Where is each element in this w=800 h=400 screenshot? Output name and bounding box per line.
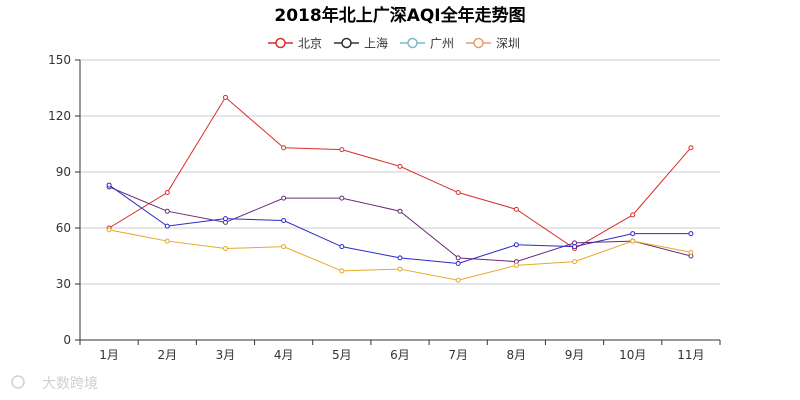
watermark: 大数跨境 [11, 375, 98, 392]
legend-marker-icon [473, 37, 484, 49]
series-line [108, 186, 692, 263]
legend-label: 广州 [430, 37, 454, 51]
x-tick-label: 11月 [677, 348, 704, 362]
y-tick-label: 30 [56, 277, 71, 291]
data-point[interactable] [339, 244, 345, 250]
data-point[interactable] [339, 147, 345, 153]
series-line [108, 229, 692, 281]
chart-title: 2018年北上广深AQI全年走势图 [274, 5, 525, 26]
legend-label: 深圳 [496, 37, 520, 51]
y-tick-label: 60 [56, 221, 71, 235]
data-point[interactable] [281, 195, 287, 201]
data-point[interactable] [281, 218, 287, 224]
x-tick-label: 7月 [448, 348, 468, 362]
data-point[interactable] [630, 238, 636, 244]
data-point[interactable] [339, 195, 345, 201]
data-point[interactable] [164, 238, 170, 244]
data-point[interactable] [281, 145, 287, 151]
data-point[interactable] [222, 216, 228, 222]
data-point[interactable] [572, 244, 578, 250]
data-point[interactable] [281, 244, 287, 250]
data-point[interactable] [630, 231, 636, 237]
x-tick-label: 8月 [507, 348, 527, 362]
data-point[interactable] [688, 231, 694, 237]
data-point[interactable] [339, 268, 345, 274]
x-tick-label: 5月 [332, 348, 352, 362]
series-lines [106, 94, 694, 283]
legend-item[interactable]: 广州 [400, 37, 454, 51]
series-2 [106, 182, 694, 266]
data-point[interactable] [164, 223, 170, 229]
data-point[interactable] [397, 208, 403, 214]
data-point[interactable] [106, 227, 112, 233]
x-tick-label: 9月 [565, 348, 585, 362]
y-tick-label: 150 [48, 53, 71, 67]
data-point[interactable] [397, 266, 403, 272]
y-tick-label: 120 [48, 109, 71, 123]
data-point[interactable] [688, 145, 694, 151]
data-point[interactable] [164, 208, 170, 214]
data-point[interactable] [106, 182, 112, 188]
data-point[interactable] [455, 190, 461, 196]
data-point[interactable] [397, 255, 403, 261]
x-tick-label: 1月 [99, 348, 119, 362]
data-point[interactable] [630, 212, 636, 218]
legend-item[interactable]: 北京 [268, 37, 322, 51]
legend-marker-icon [407, 37, 418, 49]
legend-marker-icon [341, 37, 352, 49]
legend-label: 上海 [364, 36, 388, 51]
legend[interactable]: 北京 上海 广州 深圳 [268, 36, 520, 51]
data-point[interactable] [397, 163, 403, 169]
data-point[interactable] [455, 255, 461, 261]
axes: 0 30 60 90 120 150 1月 2月 3月 4月 5月 6月 7月 8月 9月 10月 11月 [48, 53, 721, 362]
data-point[interactable] [455, 277, 461, 283]
data-point[interactable] [513, 206, 519, 212]
legend-marker-icon [275, 37, 286, 49]
data-point[interactable] [513, 242, 519, 248]
watermark-logo-icon [11, 375, 25, 389]
x-tick-label: 2月 [157, 348, 177, 362]
series-0 [106, 94, 694, 252]
legend-label: 北京 [298, 37, 322, 51]
legend-item[interactable]: 上海 [334, 36, 388, 51]
x-tick-label: 4月 [274, 348, 294, 362]
data-point[interactable] [572, 259, 578, 265]
series-line [108, 96, 692, 250]
y-tick-label: 90 [56, 165, 71, 179]
data-point[interactable] [455, 260, 461, 266]
series-3 [106, 227, 694, 283]
gridlines [80, 59, 720, 285]
data-point[interactable] [688, 249, 694, 255]
watermark-text: 大数跨境 [42, 376, 98, 392]
x-tick-label: 3月 [216, 348, 236, 362]
data-point[interactable] [222, 94, 228, 100]
x-tick-label: 6月 [390, 348, 410, 362]
x-tick-label: 10月 [619, 348, 646, 362]
data-point[interactable] [513, 262, 519, 268]
series-1 [106, 184, 694, 265]
data-point[interactable] [164, 190, 170, 196]
legend-item[interactable]: 深圳 [466, 37, 520, 51]
y-tick-label: 0 [63, 333, 71, 347]
data-point[interactable] [222, 246, 228, 252]
